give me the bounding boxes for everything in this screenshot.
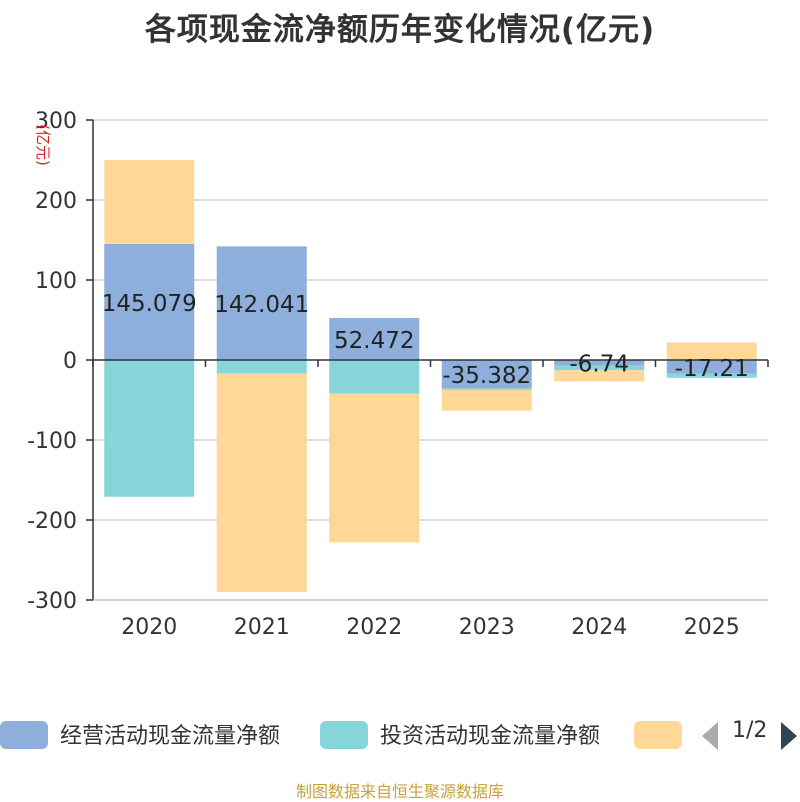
bar-2024-series-2 [554, 370, 645, 382]
y-axis-label: (亿元) [34, 124, 52, 166]
bar-2025-series-1 [666, 373, 757, 378]
x-tick-label: 2024 [571, 615, 627, 640]
bar-2024-series-0 [554, 360, 645, 366]
bar-2021-series-2 [216, 373, 307, 592]
x-tick-label: 2025 [684, 615, 740, 640]
legend-pager: 1/2 [700, 716, 800, 756]
data-label: 145.079 [102, 291, 197, 317]
legend-swatch-operating [0, 721, 48, 749]
y-tick-label: 200 [35, 189, 77, 214]
data-label: 52.472 [334, 328, 414, 354]
bar-2022-series-1 [329, 360, 420, 394]
x-tick-label: 2021 [234, 615, 290, 640]
data-label: 142.041 [214, 292, 309, 318]
legend-label-operating: 经营活动现金流量净额 [60, 724, 281, 749]
y-tick-label: -300 [27, 589, 77, 614]
y-tick-label: 300 [35, 109, 77, 134]
data-label: -6.74 [569, 352, 629, 378]
bar-2025-series-0 [666, 360, 757, 374]
y-tick-label: 0 [63, 349, 77, 374]
bar-2020-series-0 [104, 243, 195, 360]
legend-prev-page-icon[interactable] [702, 722, 718, 750]
bar-2025-series-2 [666, 342, 757, 360]
legend-page-indicator: 1/2 [732, 718, 768, 743]
source-note: 制图数据来自恒生聚源数据库 [295, 782, 504, 801]
data-label: -35.382 [442, 363, 531, 389]
legend: 经营活动现金流量净额 投资活动现金流量净额 1/2 [0, 716, 800, 756]
bar-2022-series-2 [329, 393, 420, 543]
bar-2023-series-2 [441, 389, 532, 411]
y-tick-label: -200 [27, 509, 77, 534]
legend-swatch-financing [634, 721, 682, 749]
y-tick-label: -100 [27, 429, 77, 454]
legend-swatch-investing [320, 721, 368, 749]
chart-plot: 300 200 100 0 -100 -200 -300 (亿元) 2020 2021 2022 20… [27, 109, 769, 640]
y-tick-label: 100 [35, 269, 77, 294]
legend-next-page-icon[interactable] [781, 722, 797, 750]
x-tick-label: 2023 [459, 615, 515, 640]
data-label: -17.21 [675, 356, 749, 382]
bar-2021-series-1 [216, 360, 307, 374]
bar-2023-series-0 [441, 360, 532, 389]
bar-2020-series-2 [104, 159, 195, 244]
bar-2024-series-1 [554, 365, 645, 371]
x-tick-label: 2022 [346, 615, 402, 640]
x-tick-label: 2020 [121, 615, 177, 640]
bar-2023-series-1 [441, 388, 532, 390]
bar-2020-series-1 [104, 360, 195, 497]
chart-title: 各项现金流净额历年变化情况(亿元) [144, 12, 656, 48]
legend-label-investing: 投资活动现金流量净额 [380, 724, 601, 749]
bar-2022-series-0 [329, 318, 420, 360]
bar-2021-series-0 [216, 246, 307, 360]
